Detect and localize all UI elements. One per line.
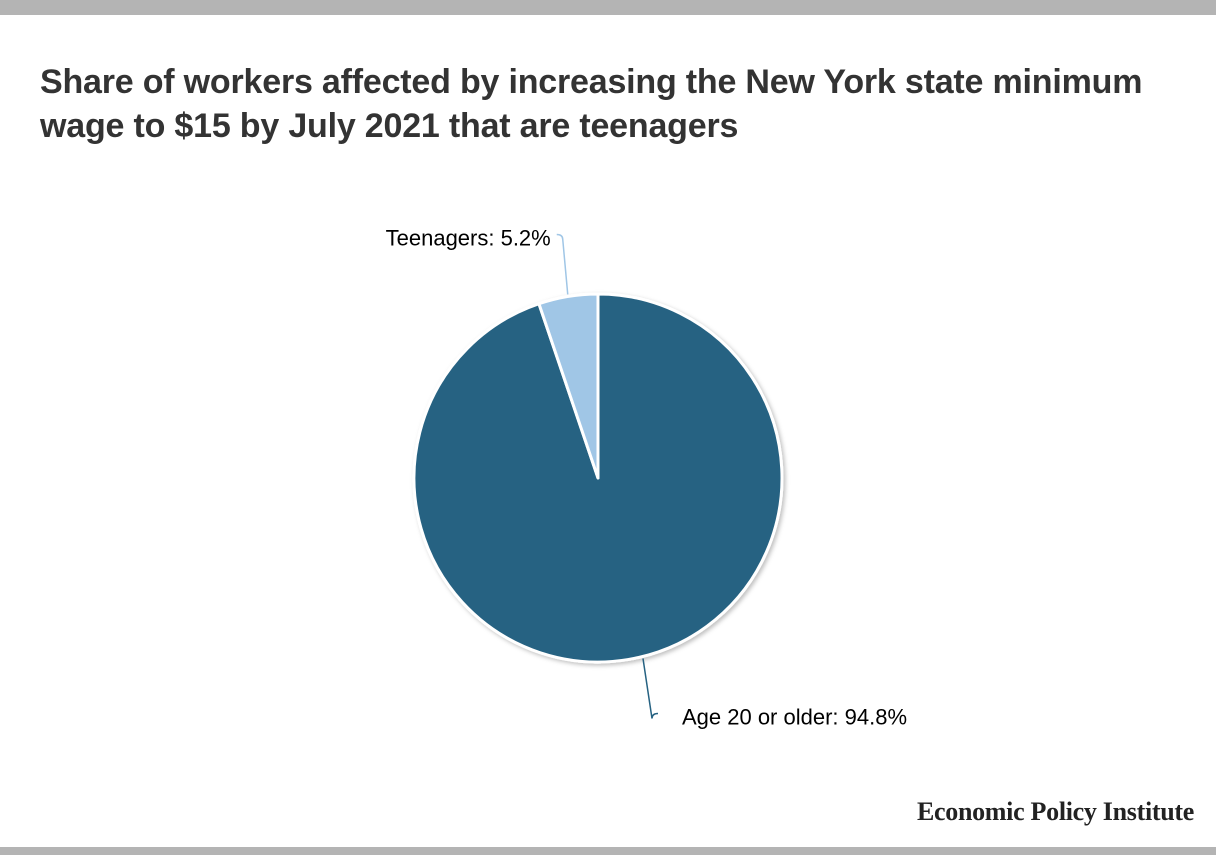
bottom-border-bar: [0, 847, 1216, 855]
connector-line-teenagers: [556, 233, 569, 295]
connector-line-age-20-or-older: [642, 658, 659, 719]
pie-slices: [412, 292, 784, 664]
pie-labels: Age 20 or older: 94.8% Teenagers: 5.2%: [386, 225, 907, 729]
top-border-bar: [0, 0, 1216, 15]
chart-title: Share of workers affected by increasing …: [40, 63, 1143, 145]
source-logo: Economic Policy Institute: [916, 797, 1194, 826]
data-label-age-20-or-older: Age 20 or older: 94.8%: [682, 704, 907, 729]
data-label-teenagers: Teenagers: 5.2%: [386, 225, 551, 250]
pie-slice-teenagers: [537, 292, 600, 480]
